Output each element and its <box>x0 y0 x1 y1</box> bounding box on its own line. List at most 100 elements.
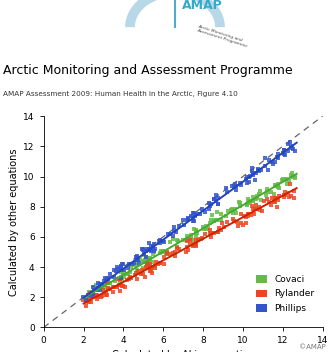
Point <box>177 223 182 228</box>
Point <box>96 285 102 290</box>
Point <box>104 292 109 298</box>
Point <box>146 240 152 246</box>
Point <box>148 256 153 261</box>
Point <box>246 199 252 204</box>
Point <box>290 174 296 180</box>
Point <box>285 190 291 196</box>
Point <box>250 199 255 204</box>
Point <box>144 263 150 269</box>
Legend: Covaci, Rylander, Phillips: Covaci, Rylander, Phillips <box>253 271 318 316</box>
Point <box>172 249 178 254</box>
Point <box>283 189 288 195</box>
Point <box>167 231 173 237</box>
Point <box>219 220 224 225</box>
Point <box>133 270 139 276</box>
Point <box>230 210 236 215</box>
Point <box>247 199 252 205</box>
Point <box>133 254 139 260</box>
Point <box>275 154 280 160</box>
Point <box>192 218 197 224</box>
Point <box>87 296 92 302</box>
Point <box>140 247 146 253</box>
Point <box>111 275 117 280</box>
Point <box>158 260 163 265</box>
Point <box>203 226 208 231</box>
Point <box>141 252 147 258</box>
Point <box>84 294 89 300</box>
Point <box>100 287 106 293</box>
Point <box>207 227 213 233</box>
Point <box>99 281 104 287</box>
Point <box>89 290 94 296</box>
Point <box>149 243 154 249</box>
Point <box>140 246 146 252</box>
Point <box>258 197 263 203</box>
Point <box>280 176 285 182</box>
Point <box>191 243 196 249</box>
Point <box>275 156 281 161</box>
Point <box>158 237 163 243</box>
Point <box>190 210 196 216</box>
Point <box>134 267 139 272</box>
Point <box>184 244 190 250</box>
Point <box>192 212 197 218</box>
Point <box>145 263 151 269</box>
Point <box>252 177 257 183</box>
Point <box>216 201 221 207</box>
Point <box>142 257 148 263</box>
Point <box>193 237 198 243</box>
Point <box>94 296 99 302</box>
Point <box>160 248 166 254</box>
Point <box>215 230 220 235</box>
Point <box>183 250 188 255</box>
Point <box>164 250 170 255</box>
Point <box>128 275 133 281</box>
Point <box>184 238 190 244</box>
Point <box>160 250 166 255</box>
Point <box>141 265 146 271</box>
Point <box>142 251 147 257</box>
Point <box>258 168 264 173</box>
Point <box>185 215 191 221</box>
Point <box>188 237 193 242</box>
Point <box>117 277 123 282</box>
Point <box>272 200 278 205</box>
Point <box>148 268 154 274</box>
Point <box>207 203 212 209</box>
Point <box>119 265 124 270</box>
Point <box>233 183 238 189</box>
Point <box>193 242 198 248</box>
Point <box>97 284 103 290</box>
Point <box>168 251 173 257</box>
Point <box>256 166 261 172</box>
Point <box>245 211 251 217</box>
Point <box>290 170 295 176</box>
Point <box>194 233 199 239</box>
Point <box>102 275 108 281</box>
Point <box>90 289 96 295</box>
Point <box>136 269 141 274</box>
Point <box>243 176 249 182</box>
Point <box>164 251 169 256</box>
Point <box>116 276 121 281</box>
Point <box>105 275 110 281</box>
Point <box>289 193 294 199</box>
Point <box>188 236 194 242</box>
Point <box>176 246 181 251</box>
Point <box>198 211 203 216</box>
Point <box>249 168 255 174</box>
Point <box>254 195 260 201</box>
Point <box>94 286 99 291</box>
Point <box>213 192 219 197</box>
Point <box>253 196 259 202</box>
Point <box>146 265 152 270</box>
Point <box>232 218 237 224</box>
Point <box>95 294 101 300</box>
Point <box>86 292 91 297</box>
Point <box>87 289 92 295</box>
Point <box>232 184 237 190</box>
Point <box>211 196 216 202</box>
Point <box>103 292 109 297</box>
Point <box>245 213 251 218</box>
Point <box>108 280 113 286</box>
